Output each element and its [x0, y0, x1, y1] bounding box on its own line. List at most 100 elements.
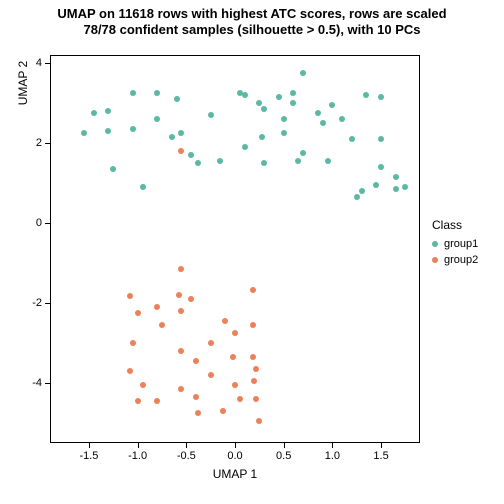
- data-point: [276, 94, 282, 100]
- data-point: [250, 354, 256, 360]
- legend-label: group2: [444, 254, 478, 266]
- y-tick-label: -2: [26, 297, 42, 309]
- data-point: [130, 126, 136, 132]
- data-point: [237, 396, 243, 402]
- data-point: [256, 418, 262, 424]
- legend-title: Class: [432, 218, 478, 232]
- legend-item: group2: [432, 254, 478, 266]
- data-point: [105, 108, 111, 114]
- data-point: [195, 160, 201, 166]
- data-point: [300, 70, 306, 76]
- x-axis-label: UMAP 1: [50, 467, 420, 481]
- data-point: [359, 188, 365, 194]
- data-point: [242, 144, 248, 150]
- y-tick-mark: [45, 303, 50, 304]
- data-point: [140, 382, 146, 388]
- x-tick-mark: [381, 443, 382, 448]
- data-point: [261, 106, 267, 112]
- data-point: [176, 292, 182, 298]
- data-point: [230, 354, 236, 360]
- data-point: [178, 386, 184, 392]
- y-tick-mark: [45, 223, 50, 224]
- chart-title-line2: 78/78 confident samples (silhouette > 0.…: [83, 22, 420, 37]
- data-point: [354, 194, 360, 200]
- legend: Class group1 group2: [432, 218, 478, 270]
- legend-label: group1: [444, 238, 478, 250]
- data-point: [363, 92, 369, 98]
- x-tick-label: 0.5: [276, 450, 291, 462]
- data-point: [178, 308, 184, 314]
- data-point: [290, 90, 296, 96]
- data-point: [110, 166, 116, 172]
- data-point: [339, 116, 345, 122]
- data-point: [130, 340, 136, 346]
- data-point: [250, 322, 256, 328]
- x-tick-label: 0.0: [227, 450, 242, 462]
- data-point: [195, 410, 201, 416]
- data-point: [281, 116, 287, 122]
- data-point: [261, 160, 267, 166]
- data-point: [127, 293, 133, 299]
- x-tick-mark: [186, 443, 187, 448]
- data-point: [135, 398, 141, 404]
- x-tick-label: -0.5: [177, 450, 196, 462]
- data-point: [373, 182, 379, 188]
- data-point: [193, 358, 199, 364]
- data-point: [154, 304, 160, 310]
- y-tick-label: 0: [26, 217, 42, 229]
- data-point: [193, 394, 199, 400]
- x-tick-mark: [235, 443, 236, 448]
- data-point: [295, 158, 301, 164]
- y-tick-label: 2: [26, 137, 42, 149]
- data-point: [253, 366, 259, 372]
- data-point: [320, 120, 326, 126]
- data-point: [300, 150, 306, 156]
- data-point: [378, 136, 384, 142]
- data-point: [251, 378, 257, 384]
- data-point: [217, 158, 223, 164]
- data-point: [154, 90, 160, 96]
- data-point: [81, 130, 87, 136]
- data-point: [290, 100, 296, 106]
- chart-title-line1: UMAP on 11618 rows with highest ATC scor…: [57, 6, 446, 21]
- data-point: [315, 110, 321, 116]
- data-point: [259, 134, 265, 140]
- data-point: [188, 296, 194, 302]
- chart-title: UMAP on 11618 rows with highest ATC scor…: [0, 6, 504, 39]
- x-tick-mark: [89, 443, 90, 448]
- figure: UMAP on 11618 rows with highest ATC scor…: [0, 0, 504, 504]
- data-point: [159, 322, 165, 328]
- data-point: [178, 130, 184, 136]
- legend-item: group1: [432, 238, 478, 250]
- data-point: [130, 90, 136, 96]
- data-point: [281, 130, 287, 136]
- data-point: [378, 94, 384, 100]
- x-tick-label: 1.5: [373, 450, 388, 462]
- y-tick-mark: [45, 383, 50, 384]
- x-tick-label: -1.5: [79, 450, 98, 462]
- data-point: [256, 100, 262, 106]
- data-point: [250, 287, 256, 293]
- data-point: [329, 102, 335, 108]
- data-point: [135, 310, 141, 316]
- y-tick-mark: [45, 63, 50, 64]
- data-point: [208, 372, 214, 378]
- data-point: [208, 112, 214, 118]
- data-point: [178, 348, 184, 354]
- data-point: [232, 382, 238, 388]
- data-point: [154, 116, 160, 122]
- x-tick-mark: [332, 443, 333, 448]
- data-point: [232, 330, 238, 336]
- y-tick-label: 4: [26, 57, 42, 69]
- data-point: [91, 110, 97, 116]
- data-point: [154, 398, 160, 404]
- data-point: [140, 184, 146, 190]
- data-point: [169, 134, 175, 140]
- data-point: [178, 148, 184, 154]
- data-point: [325, 158, 331, 164]
- x-tick-mark: [138, 443, 139, 448]
- y-tick-mark: [45, 143, 50, 144]
- data-point: [188, 152, 194, 158]
- data-point: [402, 184, 408, 190]
- data-point: [253, 396, 259, 402]
